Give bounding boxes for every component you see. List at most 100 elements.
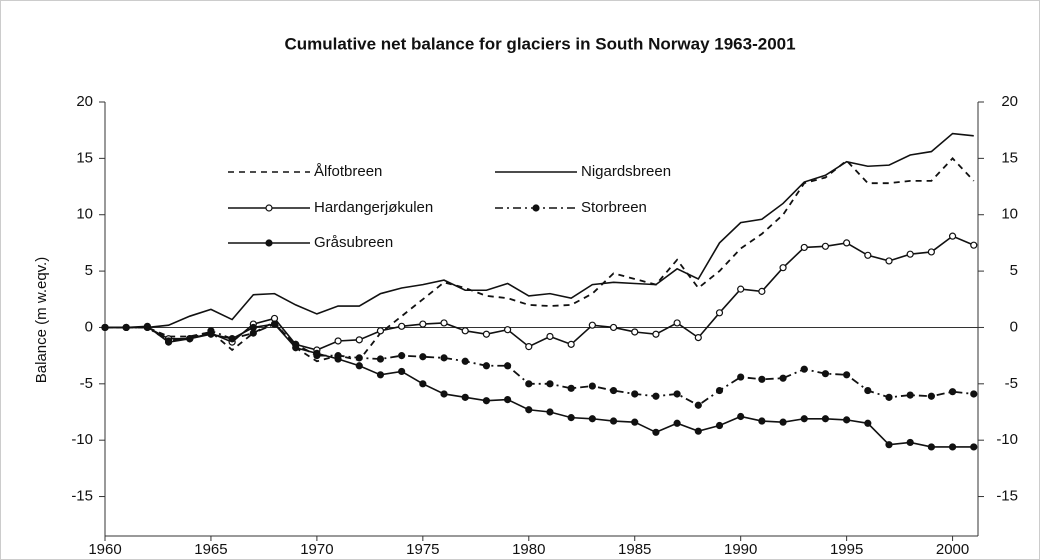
point: [334, 355, 342, 363]
point: [737, 285, 745, 293]
point: [864, 386, 872, 395]
point: [821, 415, 830, 423]
point: [927, 248, 935, 256]
y-tick-label: -10: [71, 431, 93, 448]
point: [207, 330, 215, 338]
y-tick-label: -5: [80, 375, 93, 392]
y2-tick-label: 10: [1001, 206, 1018, 223]
point: [440, 390, 448, 398]
legend-label: Nigardsbreen: [581, 163, 671, 180]
y2-tick-label: -10: [996, 431, 1018, 448]
y-tick-label: -15: [71, 488, 93, 505]
x-tick-label: 1980: [512, 541, 545, 558]
y2-tick-label: 15: [1001, 149, 1018, 166]
point: [885, 441, 893, 449]
point: [800, 365, 808, 373]
point: [906, 438, 914, 447]
point: [164, 338, 173, 346]
point: [355, 362, 363, 370]
point: [482, 330, 491, 338]
point: [715, 386, 724, 395]
y-tick-label: 15: [76, 149, 93, 166]
point: [546, 408, 554, 416]
point: [546, 380, 554, 388]
point: [567, 340, 575, 348]
series-line: [105, 235, 975, 351]
point: [101, 323, 109, 332]
point: [715, 421, 724, 430]
y2-tick-label: 0: [1010, 318, 1018, 335]
point: [906, 391, 914, 399]
x-tick-label: 1960: [88, 541, 121, 558]
point: [482, 397, 491, 405]
legend-label: Ålfotbreen: [314, 163, 382, 180]
point: [948, 232, 957, 240]
point: [927, 392, 935, 400]
point: [440, 319, 448, 327]
point: [355, 336, 363, 344]
x-tick-label: 1990: [724, 541, 757, 558]
point: [461, 393, 469, 401]
point: [461, 357, 469, 365]
point: [800, 243, 808, 252]
point: [270, 320, 279, 328]
point: [948, 388, 957, 396]
point: [334, 337, 342, 345]
point: [631, 328, 639, 336]
point: [970, 443, 978, 451]
point: [779, 374, 787, 382]
point: [737, 412, 745, 421]
point: [737, 373, 745, 381]
point: [758, 375, 766, 383]
legend-label: Storbreen: [581, 199, 647, 216]
point: [313, 349, 321, 357]
point: [652, 330, 660, 338]
y-tick-label: 10: [76, 206, 93, 223]
point: [398, 322, 406, 330]
point: [779, 264, 787, 272]
legend-label: Hardangerjøkulen: [314, 199, 433, 216]
point: [652, 392, 660, 400]
point: [609, 323, 618, 332]
point: [143, 322, 151, 330]
point: [694, 427, 702, 435]
point: [821, 370, 830, 378]
point: [673, 390, 681, 398]
y-tick-label: 0: [85, 318, 93, 335]
point: [864, 419, 872, 427]
point: [800, 415, 808, 423]
point: [525, 406, 533, 414]
point: [588, 415, 596, 423]
point: [609, 386, 618, 395]
legend-label: Gråsubreen: [314, 234, 393, 251]
point: [821, 242, 830, 250]
point: [186, 335, 194, 343]
point: [631, 390, 639, 398]
point: [609, 417, 618, 425]
point: [398, 352, 406, 360]
point: [292, 344, 300, 352]
point: [906, 250, 914, 258]
y-tick-label: 20: [76, 93, 93, 110]
point: [398, 367, 406, 376]
legend-marker: [265, 239, 273, 247]
point: [419, 380, 427, 388]
y-tick-label: 5: [85, 262, 93, 279]
point: [503, 362, 512, 370]
point: [567, 414, 575, 422]
point: [419, 320, 427, 328]
x-tick-label: 1995: [830, 541, 863, 558]
point: [419, 353, 427, 361]
point: [948, 443, 957, 451]
point: [525, 343, 533, 351]
point: [546, 332, 554, 341]
y2-tick-label: 5: [1010, 262, 1018, 279]
y2-tick-label: 20: [1001, 93, 1018, 110]
legend-marker: [532, 204, 540, 212]
point: [970, 241, 978, 249]
x-tick-label: 1975: [406, 541, 439, 558]
point: [631, 418, 639, 426]
point: [355, 354, 363, 362]
point: [843, 416, 851, 424]
point: [376, 355, 385, 363]
